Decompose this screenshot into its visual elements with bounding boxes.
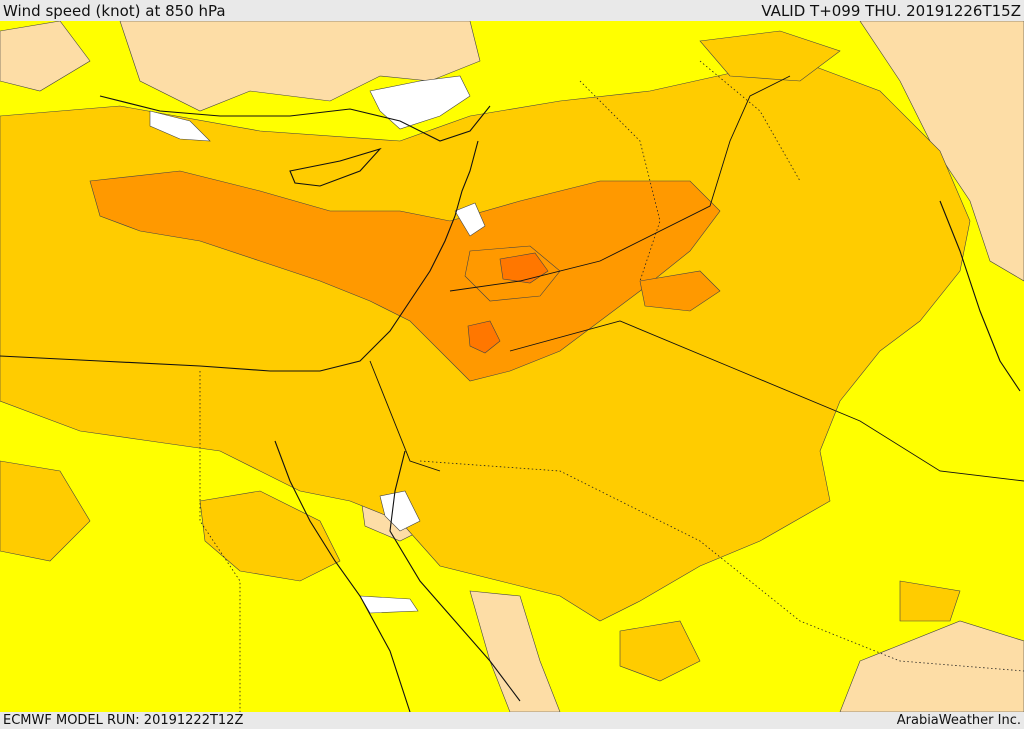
low-wind-zone	[859, 21, 1024, 282]
moderate-wind-zone	[899, 580, 961, 622]
credit-text: ArabiaWeather Inc.	[896, 713, 1021, 728]
coastlines	[0, 95, 1021, 712]
max-wind-cores	[467, 252, 549, 354]
map-footer: ECMWF MODEL RUN: 20191222T12Z ArabiaWeat…	[0, 712, 1024, 729]
calm-zone	[454, 202, 486, 237]
coastline-cyprus	[289, 147, 382, 187]
low-wind-zone	[0, 21, 91, 92]
calm-zone	[149, 110, 211, 142]
map-header: Wind speed (knot) at 850 hPa VALID T+099…	[0, 0, 1024, 21]
max-wind-core	[467, 320, 501, 354]
low-wind-zone	[839, 620, 1024, 712]
country-borders	[199, 60, 1024, 712]
coastline-mediterranean-south	[0, 140, 479, 372]
border-line	[449, 75, 791, 292]
strong-wind-zone	[89, 170, 721, 382]
map-title: Wind speed (knot) at 850 hPa	[3, 1, 226, 20]
moderate-wind-zone	[619, 620, 701, 682]
coastline-red-sea-east	[389, 450, 521, 702]
border-line	[369, 360, 441, 472]
valid-time: VALID T+099 THU. 20191226T15Z	[761, 1, 1021, 20]
model-run: ECMWF MODEL RUN: 20191222T12Z	[3, 713, 244, 728]
calm-zone	[369, 75, 471, 130]
max-wind-core	[499, 252, 549, 284]
moderate-wind-zone	[199, 490, 341, 582]
political-borders	[369, 75, 1024, 482]
coastline-gulf	[939, 200, 1021, 392]
calm-zone	[379, 490, 421, 532]
wind-speed-map	[0, 21, 1024, 712]
wind-field-svg	[0, 21, 1024, 712]
calm-zones	[149, 75, 486, 614]
strong-wind-zone	[639, 270, 721, 312]
border-line	[509, 320, 1024, 482]
coastline-turkey-south	[99, 95, 491, 142]
moderate-wind-zone	[0, 460, 91, 562]
coastline-red-sea-west	[274, 440, 411, 712]
low-wind-zone	[119, 21, 481, 112]
moderate-wind-zone	[699, 30, 841, 82]
border-line	[419, 460, 1024, 672]
